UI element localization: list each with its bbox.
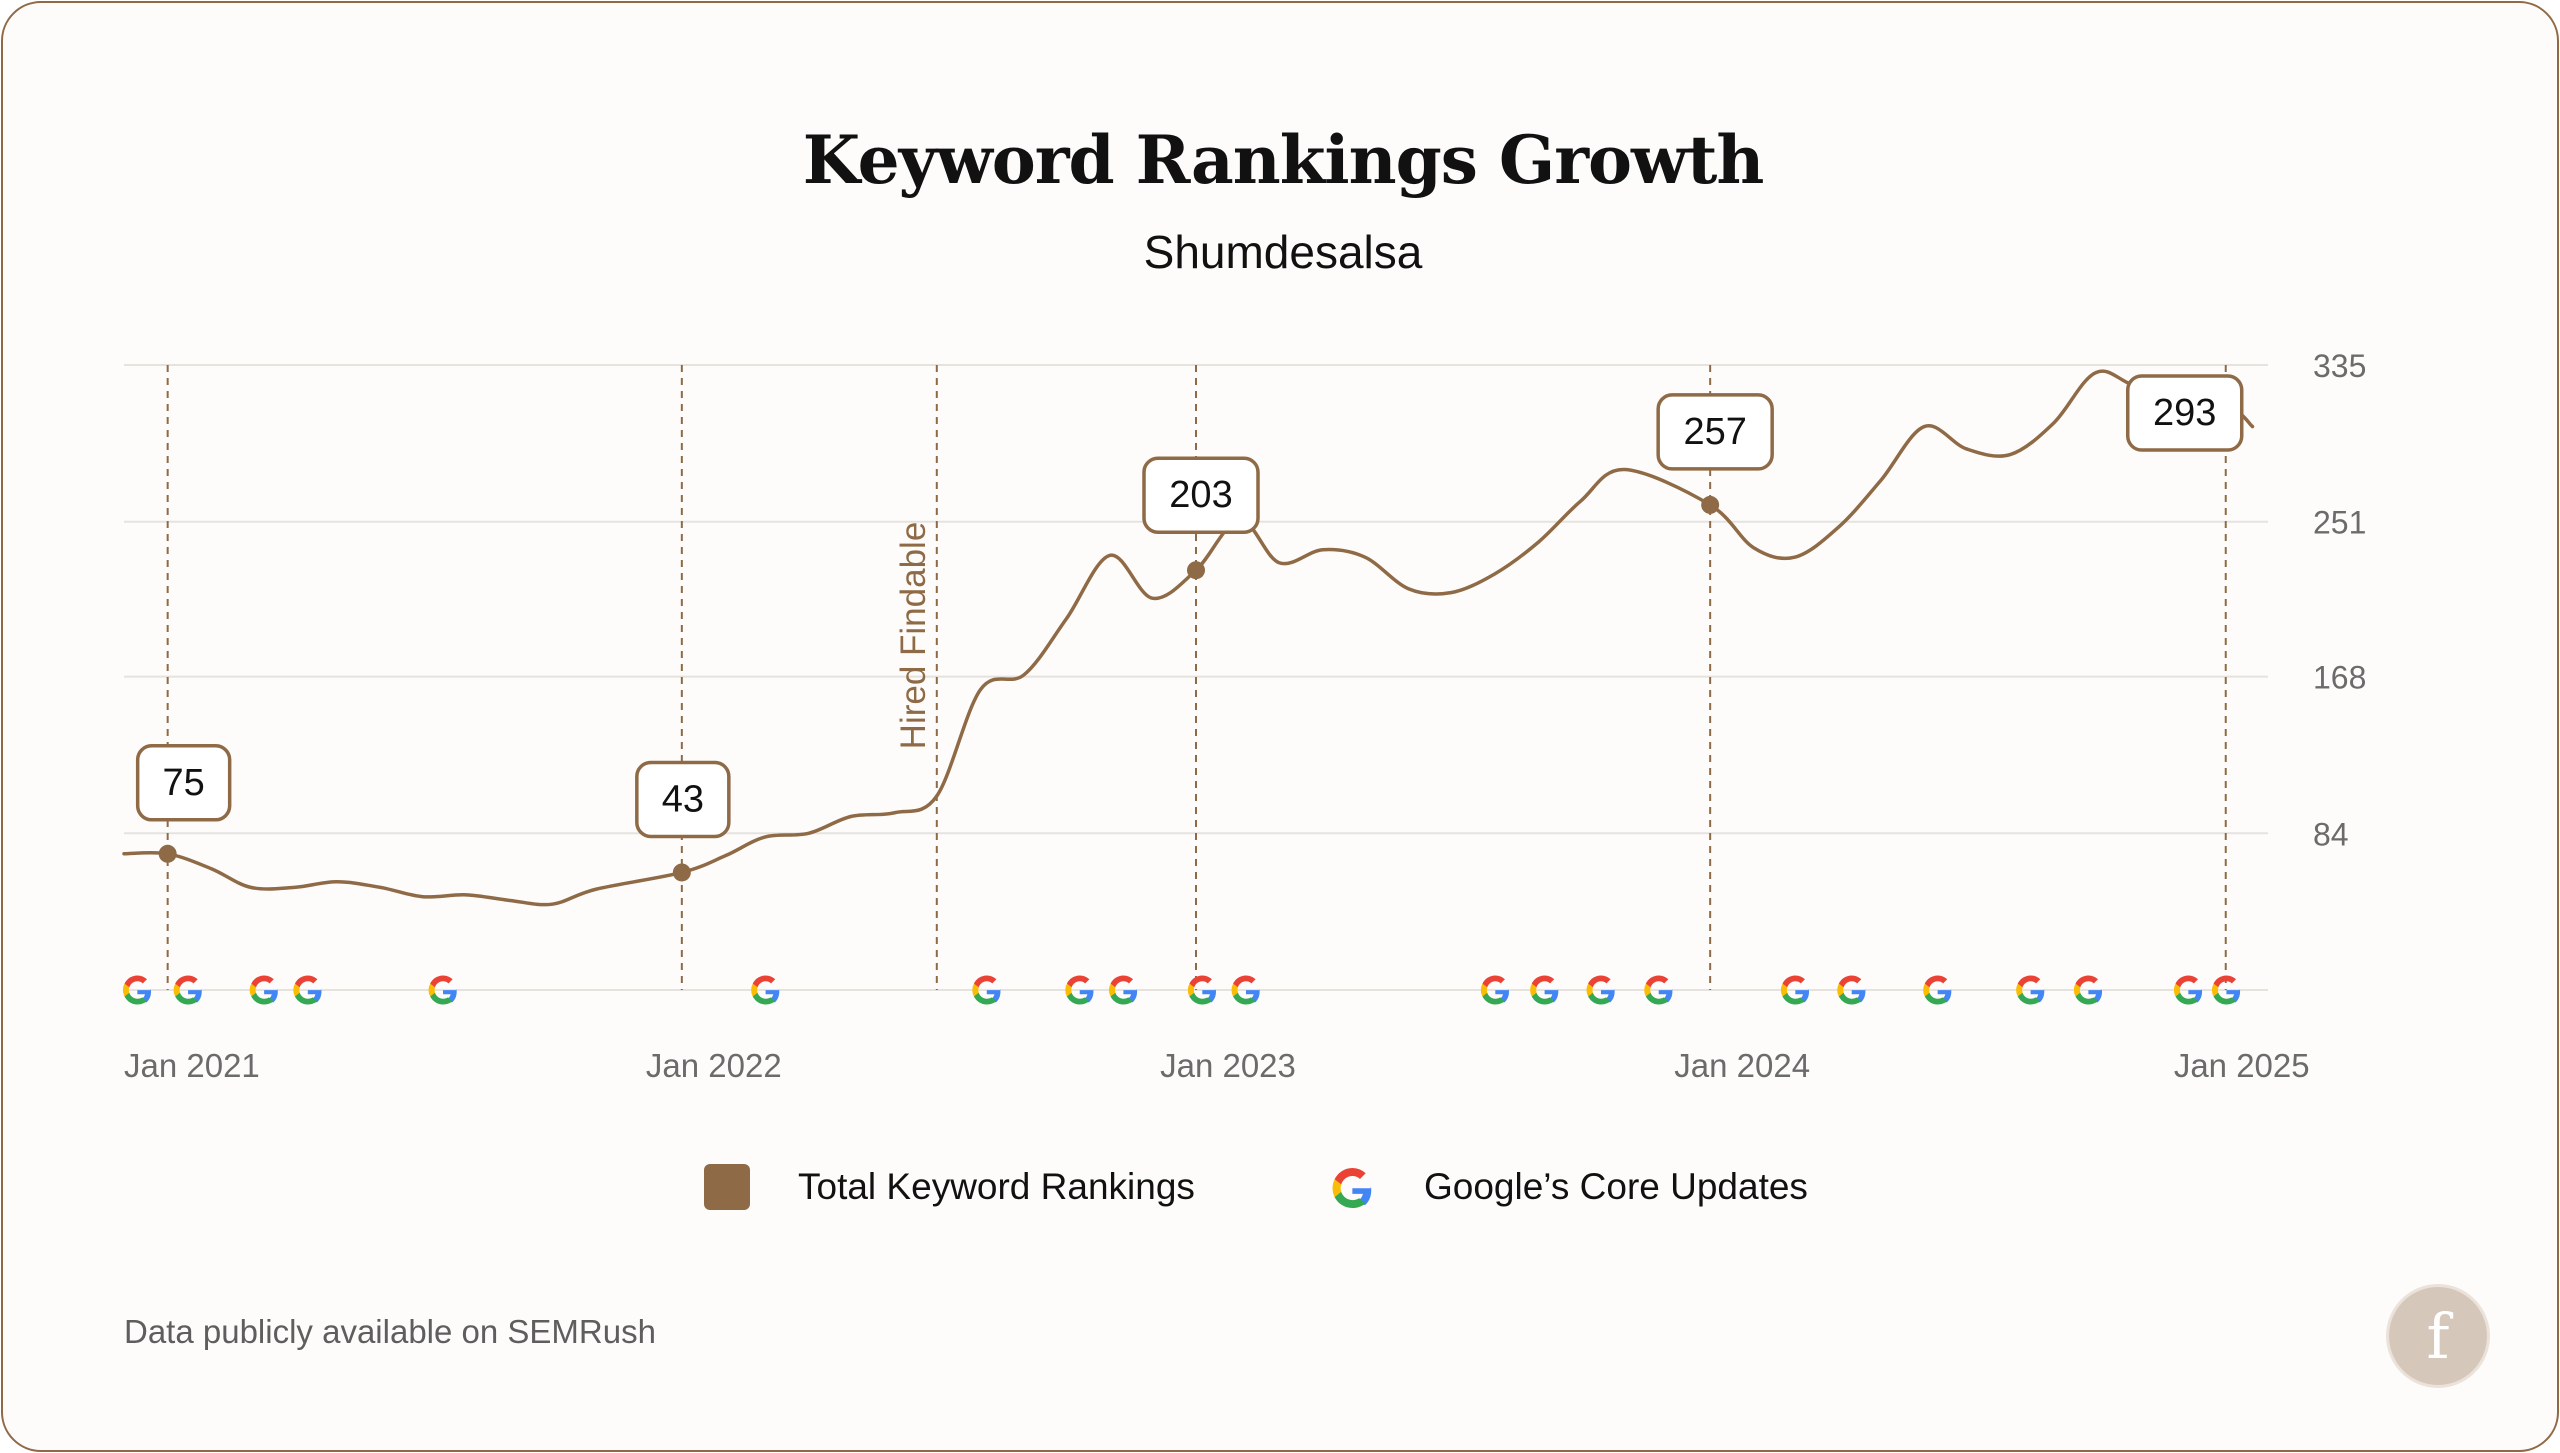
y-tick-label: 84	[2313, 816, 2349, 852]
data-label: 203	[1169, 474, 1232, 516]
data-label-box	[1142, 456, 1260, 534]
source-note: Data publicly available on SEMRush	[124, 1313, 656, 1350]
y-tick-label: 251	[2313, 505, 2366, 541]
data-labels: 75 43 203 257 293	[135, 374, 2244, 882]
y-tick-label: 168	[2313, 660, 2366, 696]
x-tick-label: Jan 2022	[646, 1047, 782, 1084]
legend-label-core-updates: Google’s Core Updates	[1424, 1166, 1808, 1207]
x-tick-label: Jan 2021	[124, 1047, 260, 1084]
data-label-box	[135, 744, 232, 822]
data-point	[672, 863, 691, 882]
legend-label-rankings: Total Keyword Rankings	[798, 1166, 1195, 1207]
legend-swatch-rankings	[704, 1164, 750, 1210]
data-label-box	[1656, 393, 1774, 471]
data-label-box	[635, 760, 731, 839]
chart-subtitle: Shumdesalsa	[1143, 226, 1423, 278]
x-tick-label: Jan 2023	[1160, 1047, 1296, 1084]
x-tick-label: Jan 2025	[2174, 1047, 2310, 1084]
data-label: 257	[1683, 411, 1746, 453]
axis-labels: 84 168 251 335 Jan 2021 Jan 2022 Jan 2023 Jan 2…	[124, 348, 2366, 1084]
annotation-hired-findable: Hired Findable	[894, 522, 933, 750]
y-tick-label: 335	[2313, 348, 2366, 384]
x-tick-label: Jan 2024	[1674, 1047, 1810, 1084]
series-line-total-keyword-rankings	[122, 369, 2255, 907]
data-label: 293	[2153, 392, 2216, 434]
data-point	[1187, 561, 1205, 580]
google-g-icon	[1332, 1167, 1372, 1208]
data-label: 43	[662, 778, 704, 820]
brand-logo: f	[2386, 1284, 2490, 1388]
data-label: 75	[163, 762, 205, 804]
data-point	[158, 844, 177, 863]
data-label-box	[2125, 374, 2244, 452]
series-layer	[122, 369, 2255, 907]
data-point	[1701, 495, 1720, 514]
chart-title: Keyword Rankings Growth	[802, 121, 1765, 199]
